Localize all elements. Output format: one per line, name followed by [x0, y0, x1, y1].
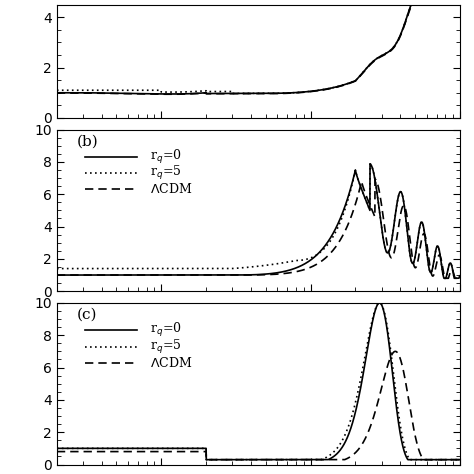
Text: (b): (b): [77, 135, 99, 148]
Text: (c): (c): [77, 308, 98, 322]
Text: r$_q$=0: r$_q$=0: [149, 148, 181, 166]
Text: $\Lambda$CDM: $\Lambda$CDM: [149, 182, 192, 196]
Text: r$_q$=5: r$_q$=5: [149, 337, 181, 356]
Text: r$_q$=0: r$_q$=0: [149, 321, 181, 339]
Text: r$_q$=5: r$_q$=5: [149, 164, 181, 182]
Text: $\Lambda$CDM: $\Lambda$CDM: [149, 356, 192, 370]
